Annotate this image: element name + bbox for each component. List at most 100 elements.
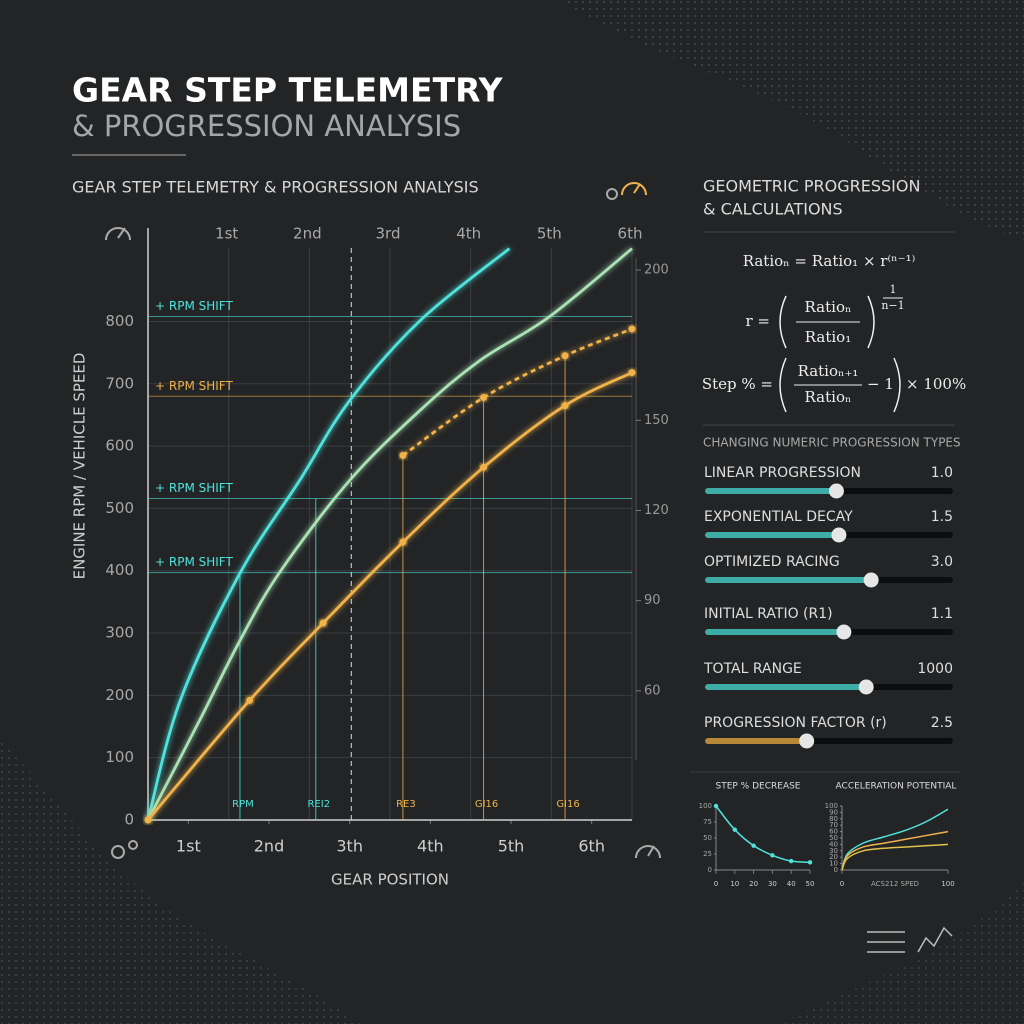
point bbox=[561, 352, 569, 360]
drop-label: RPM bbox=[232, 799, 254, 810]
x-tick-label: 100 bbox=[941, 880, 954, 888]
x2-tick-label: 1st bbox=[215, 225, 238, 243]
slider-thumb[interactable] bbox=[828, 483, 844, 499]
mini-chart-title: STEP % DECREASE bbox=[716, 782, 801, 792]
panel-title: & CALCULATIONS bbox=[703, 200, 843, 219]
y2-tick-label: 200 bbox=[644, 263, 669, 278]
line-series bbox=[146, 371, 633, 821]
point bbox=[246, 696, 254, 704]
y-tick-label: 70 bbox=[829, 821, 838, 829]
point bbox=[713, 803, 719, 809]
slider[interactable] bbox=[705, 483, 953, 499]
y-tick-label: 0 bbox=[834, 866, 838, 874]
y-tick-label: 90 bbox=[829, 808, 838, 816]
y2-tick-label: 120 bbox=[644, 503, 669, 518]
x-tick-label: 0 bbox=[840, 880, 844, 888]
x2-tick-label: 3rd bbox=[376, 225, 401, 243]
exponent-denominator: n−1 bbox=[881, 299, 904, 312]
y-tick-label: 20 bbox=[829, 853, 838, 861]
numerator: Ratioₙ bbox=[805, 298, 852, 316]
chart-title: GEAR STEP TELEMETRY & PROGRESSION ANALYS… bbox=[72, 178, 479, 197]
y-tick-label: 0 bbox=[708, 866, 712, 874]
slider-value: 3.0 bbox=[931, 554, 953, 570]
formula-rest: − 1 bbox=[867, 375, 894, 393]
main-chart: 0 100 200 300 400 500 600 700 800 1st 2nd 3th 4th 5th… bbox=[105, 225, 668, 856]
slider-fill bbox=[705, 577, 872, 583]
slider-fill bbox=[705, 629, 844, 635]
y2-tick-label: 90 bbox=[644, 593, 661, 608]
point bbox=[789, 858, 794, 864]
y-tick-label: 600 bbox=[105, 437, 134, 455]
dot-wave bbox=[0, 740, 360, 1024]
x-tick-label: 40 bbox=[787, 880, 796, 888]
y-tick-label: 300 bbox=[105, 624, 134, 642]
y-tick-label: 800 bbox=[105, 312, 134, 330]
slider-value: 1.5 bbox=[931, 509, 953, 525]
reference-label: + RPM SHIFT bbox=[155, 481, 233, 495]
x-tick-label: 5th bbox=[498, 837, 525, 856]
x-tick-label: 4th bbox=[417, 837, 444, 856]
y2-tick-label: 150 bbox=[644, 413, 669, 428]
line-series bbox=[146, 247, 511, 821]
formula: Ratioₙ = Ratio₁ × r⁽ⁿ⁻¹⁾ bbox=[743, 252, 916, 270]
formula-lhs: r = bbox=[745, 312, 770, 330]
slider-thumb[interactable] bbox=[836, 624, 852, 640]
point bbox=[807, 860, 813, 865]
slider-thumb[interactable] bbox=[858, 679, 874, 695]
formula: r = Ratioₙ Ratio₁ 1 n−1 bbox=[745, 283, 905, 349]
slider-label: INITIAL RATIO (R1) bbox=[704, 606, 833, 622]
x-tick-label: 6th bbox=[578, 837, 605, 856]
point bbox=[319, 619, 327, 627]
paren bbox=[779, 295, 787, 349]
denominator: Ratioₙ bbox=[805, 388, 852, 406]
y-tick-label: 500 bbox=[105, 499, 134, 517]
slider-fill bbox=[705, 488, 837, 494]
y-tick-label: 80 bbox=[829, 815, 838, 823]
formula: Step % = Ratioₙ₊₁ Ratioₙ − 1 × 100% bbox=[702, 357, 966, 413]
y-axis-label: ENGINE RPM / VEHICLE SPEED bbox=[71, 353, 89, 580]
y-tick-label: 100 bbox=[699, 802, 712, 810]
reference-label: + RPM SHIFT bbox=[155, 379, 233, 393]
exponent-numerator: 1 bbox=[890, 283, 897, 296]
x-tick-label: 20 bbox=[749, 880, 758, 888]
slider[interactable] bbox=[705, 527, 953, 543]
slider-thumb[interactable] bbox=[831, 527, 847, 543]
line-series bbox=[841, 830, 949, 871]
slider-value: 2.5 bbox=[931, 715, 953, 731]
point bbox=[399, 451, 407, 459]
slider-value: 1.1 bbox=[931, 606, 953, 622]
x2-tick-label: 5th bbox=[537, 225, 562, 243]
dot-wave bbox=[560, 0, 1024, 240]
x-tick-label: 30 bbox=[768, 880, 777, 888]
denominator: Ratio₁ bbox=[805, 328, 851, 346]
slider-label: OPTIMIZED RACING bbox=[704, 554, 840, 570]
slider[interactable] bbox=[705, 624, 953, 640]
slider-label: LINEAR PROGRESSION bbox=[704, 465, 861, 481]
line-series bbox=[402, 327, 633, 457]
drop-label: GI16 bbox=[475, 799, 498, 810]
point bbox=[751, 843, 756, 848]
y-tick-label: 75 bbox=[703, 818, 712, 826]
point bbox=[770, 853, 775, 858]
x-tick-label: 50 bbox=[806, 880, 815, 888]
x2-tick-label: 2nd bbox=[293, 225, 322, 243]
slider[interactable] bbox=[705, 733, 953, 749]
slider[interactable] bbox=[705, 572, 953, 588]
page-title: GEAR STEP TELEMETRY bbox=[72, 71, 504, 110]
slider-thumb[interactable] bbox=[863, 572, 879, 588]
y-tick-label: 50 bbox=[829, 834, 838, 842]
reference-label: + RPM SHIFT bbox=[155, 299, 233, 313]
gauge-icon bbox=[105, 182, 661, 859]
y-tick-label: 60 bbox=[829, 828, 838, 836]
point bbox=[480, 393, 488, 401]
paren bbox=[867, 295, 875, 349]
slider-label: TOTAL RANGE bbox=[703, 661, 802, 677]
x-tick-label: 10 bbox=[730, 880, 739, 888]
toolbar-icon[interactable] bbox=[867, 926, 953, 953]
slider[interactable] bbox=[705, 679, 953, 695]
paren bbox=[893, 357, 901, 413]
slider-thumb[interactable] bbox=[799, 733, 815, 749]
